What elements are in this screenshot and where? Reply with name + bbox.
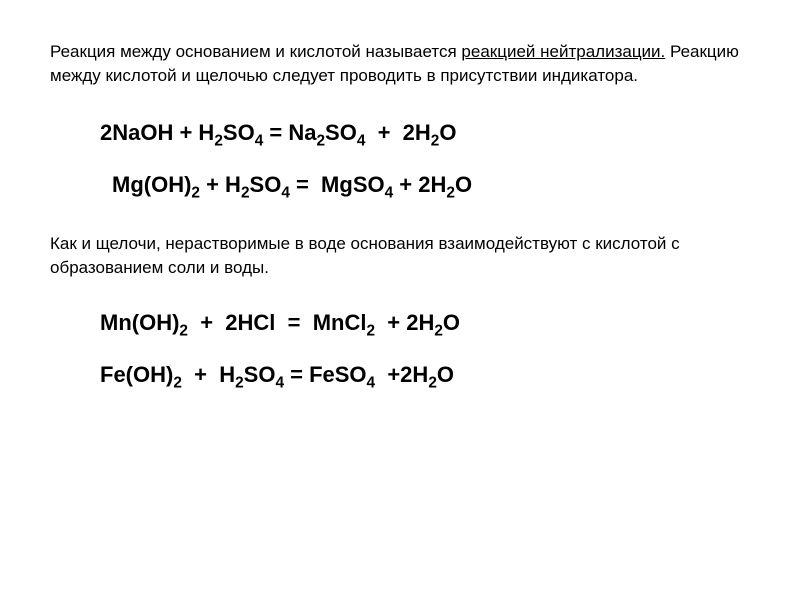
equation-3: Mn(OH)2 + 2HCl = MnCl2 + 2H2O [100, 310, 750, 340]
equation-1: 2NaOH + H2SO4 = Na2SO4 + 2H2O [100, 120, 750, 150]
intro-part1: Реакция между основанием и кислотой назы… [50, 42, 461, 61]
mid-paragraph: Как и щелочи, нерастворимые в воде основ… [50, 232, 750, 280]
equation-4: Fe(OH)2 + H2SO4 = FeSO4 +2H2O [100, 362, 750, 392]
intro-underlined: реакцией нейтрализации. [461, 42, 665, 61]
intro-paragraph: Реакция между основанием и кислотой назы… [50, 40, 750, 88]
equation-2: Mg(OH)2 + H2SO4 = MgSO4 + 2H2O [112, 172, 750, 202]
